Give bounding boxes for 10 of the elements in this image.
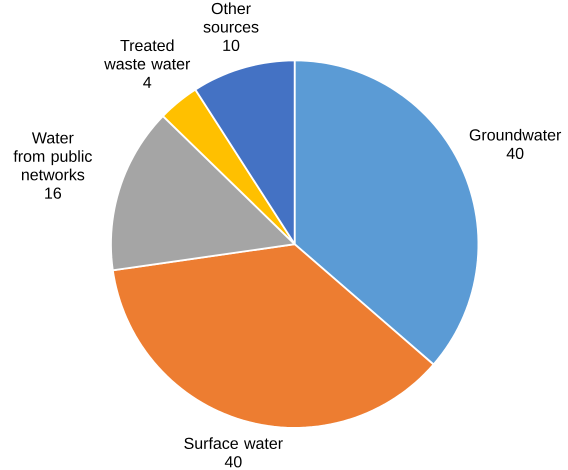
slice-label: Other sources — [204, 2, 258, 33]
slice-label: Surface water — [184, 437, 283, 450]
data-label: 10 — [223, 40, 240, 52]
data-label: 40 — [224, 456, 242, 468]
data-label: 40 — [506, 148, 524, 160]
slice-label: Groundwater — [470, 128, 562, 141]
slice-label: Water from public networks — [14, 132, 92, 180]
data-label: 4 — [143, 76, 152, 88]
slice-label: Treated waste water — [104, 39, 190, 70]
data-label: 16 — [45, 188, 62, 199]
